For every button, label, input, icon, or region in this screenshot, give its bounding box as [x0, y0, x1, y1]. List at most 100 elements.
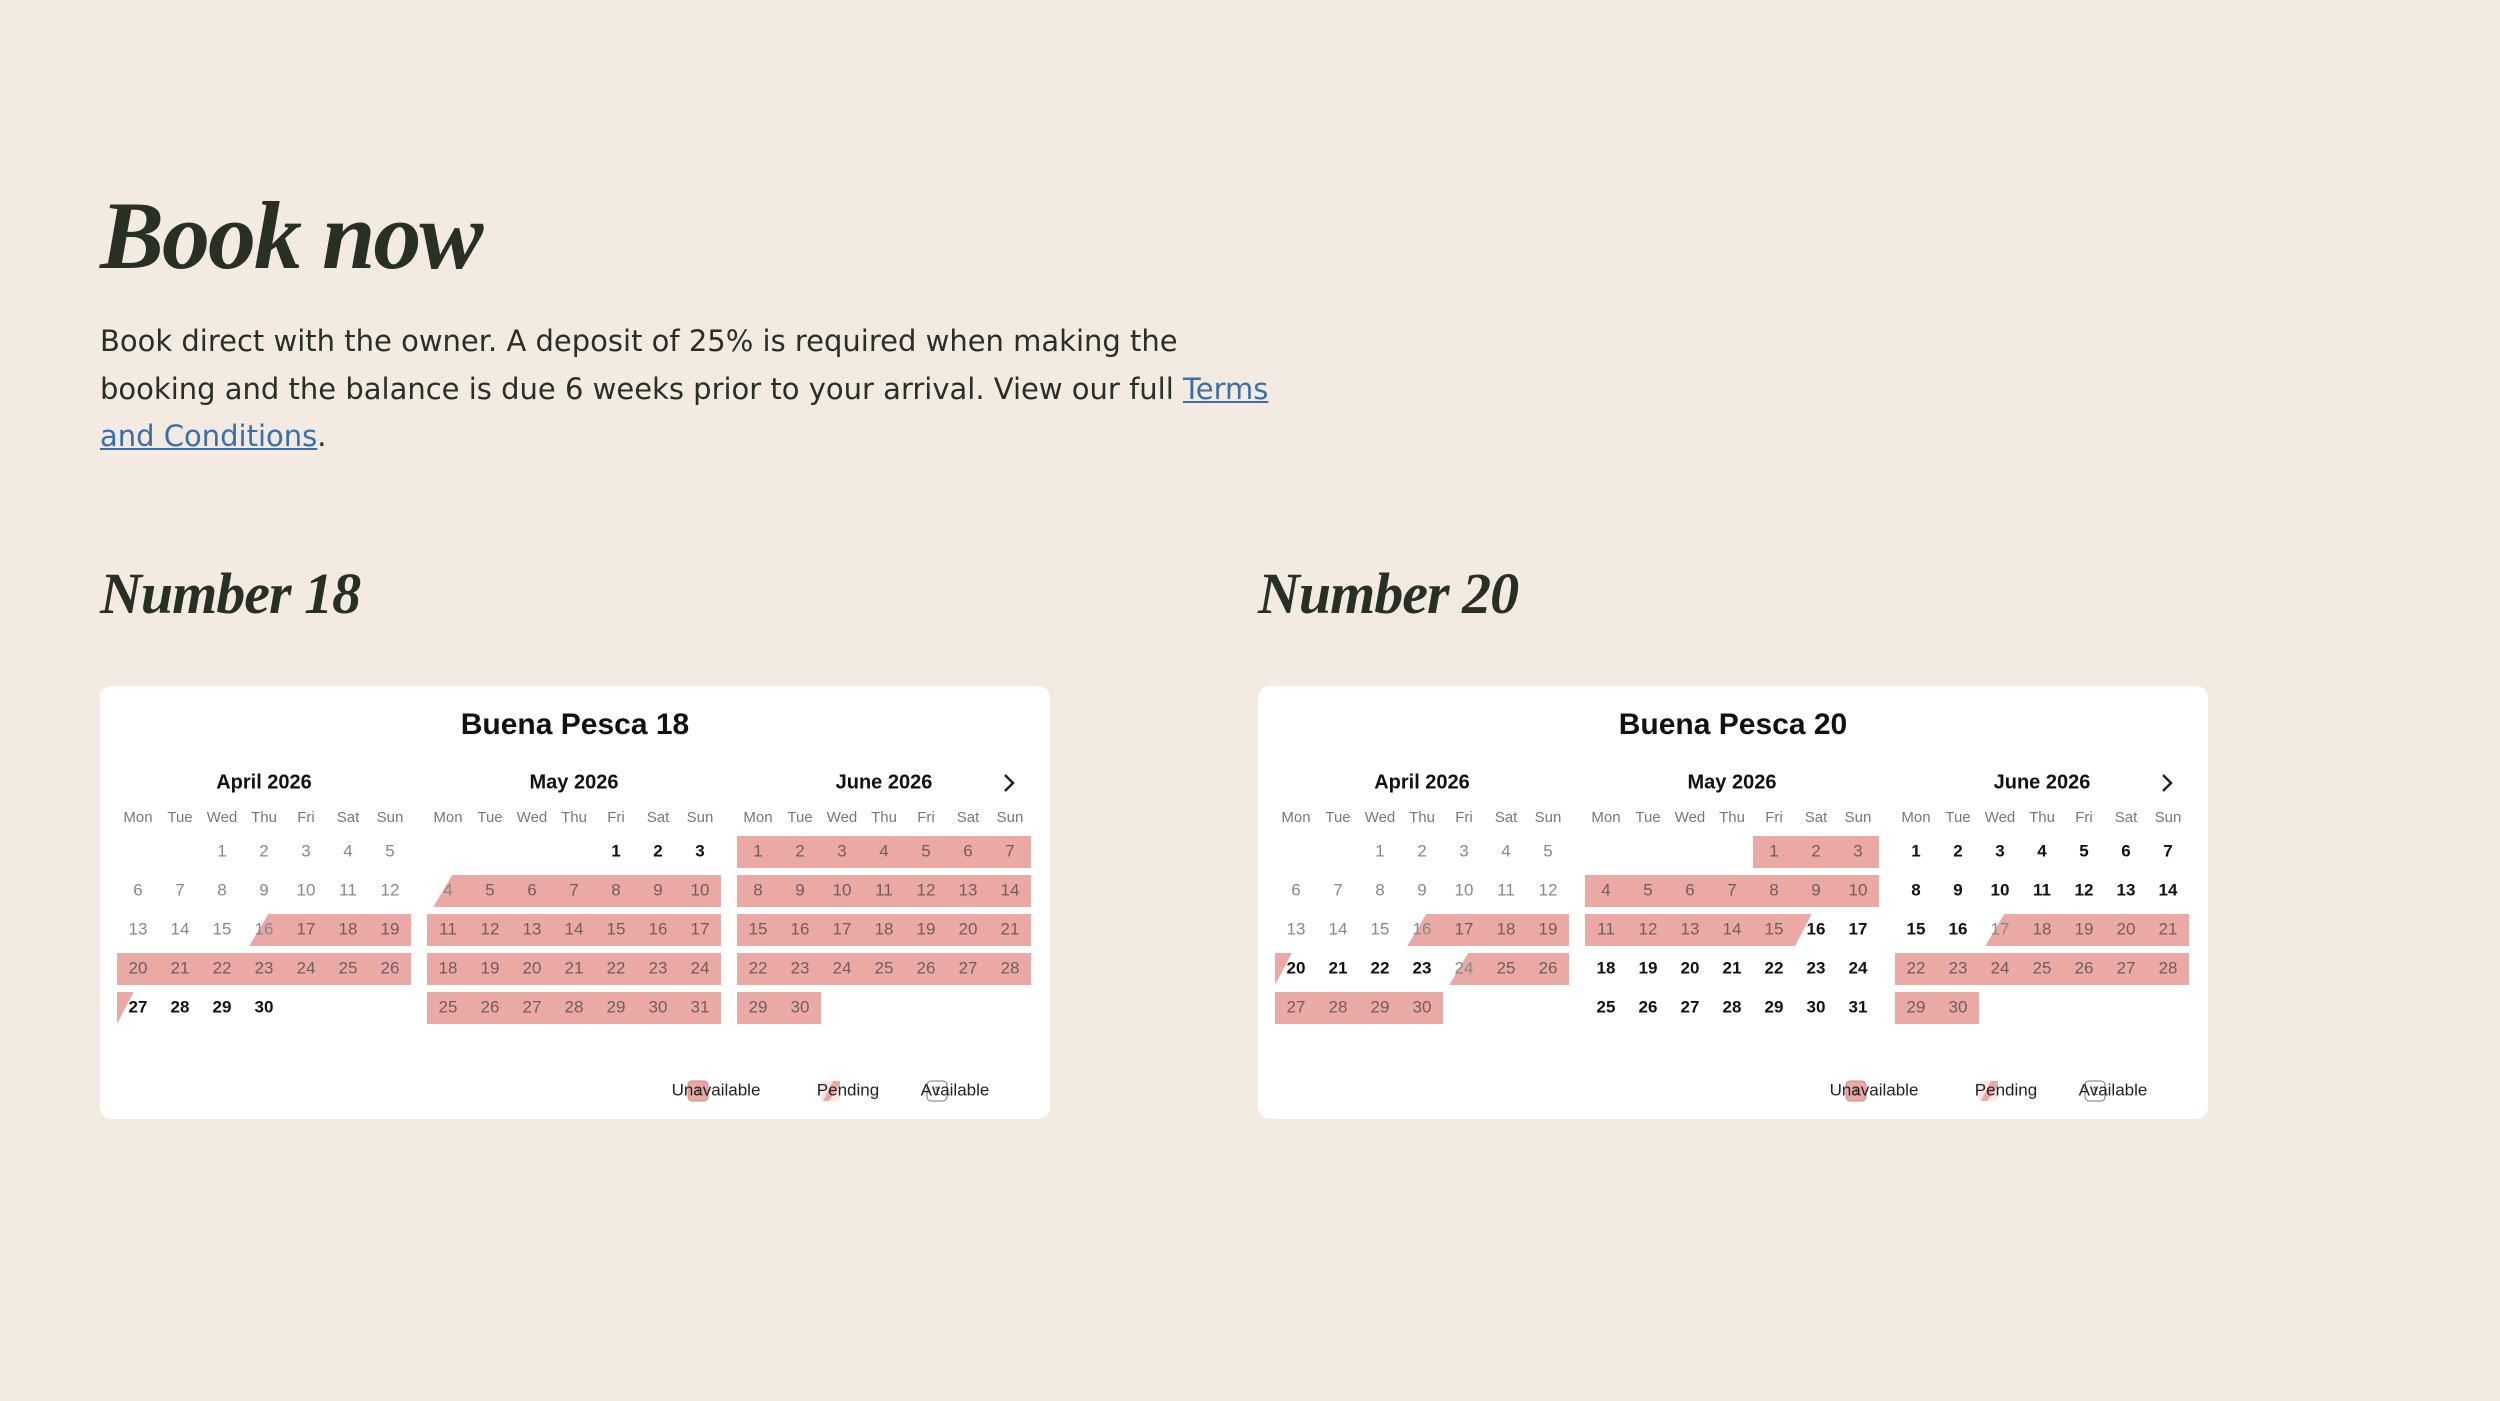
- day-number[interactable]: 14: [2159, 880, 2178, 899]
- day-number[interactable]: 3: [695, 841, 704, 860]
- day-number[interactable]: 5: [2079, 841, 2088, 860]
- day-highlight: [427, 992, 469, 1024]
- day-highlight: [947, 836, 989, 868]
- day-number[interactable]: 28: [171, 997, 190, 1016]
- day-highlight: [243, 953, 285, 985]
- day-number: 15: [607, 919, 626, 938]
- day-number: 9: [795, 880, 804, 899]
- legend-icon-stripe: [823, 1081, 840, 1101]
- day-highlight: [2063, 914, 2105, 946]
- day-number: 11: [439, 919, 457, 938]
- day-number[interactable]: 23: [1413, 958, 1432, 977]
- legend-sample: 1: [695, 1084, 702, 1098]
- day-number[interactable]: 22: [1371, 958, 1390, 977]
- day-number[interactable]: 18: [1597, 958, 1616, 977]
- day-number[interactable]: 9: [1953, 880, 1962, 899]
- day-number: 26: [2075, 958, 2094, 977]
- day-number[interactable]: 21: [1723, 958, 1742, 977]
- day-highlight: [905, 914, 947, 946]
- weekday-label: Wed: [1365, 809, 1396, 826]
- day-number[interactable]: 29: [1765, 997, 1784, 1016]
- day-number: 18: [2033, 919, 2052, 938]
- weekday-label: Tue: [167, 809, 192, 826]
- day-number: 25: [875, 958, 894, 977]
- day-number[interactable]: 2: [653, 841, 662, 860]
- day-number[interactable]: 12: [2075, 880, 2094, 899]
- day-number[interactable]: 19: [1639, 958, 1658, 977]
- day-number[interactable]: 23: [1807, 958, 1826, 977]
- weekday-label: Thu: [871, 809, 897, 826]
- day-number: 6: [527, 880, 536, 899]
- day-number[interactable]: 1: [611, 841, 620, 860]
- day-number: 28: [2159, 958, 2178, 977]
- day-number: 30: [1949, 997, 1968, 1016]
- day-number[interactable]: 28: [1723, 997, 1742, 1016]
- day-number[interactable]: 8: [1911, 880, 1920, 899]
- day-number: 21: [2159, 919, 2178, 938]
- day-highlight: [469, 953, 511, 985]
- day-number: 19: [2075, 919, 2094, 938]
- day-number: 17: [833, 919, 852, 938]
- day-number[interactable]: 31: [1849, 997, 1868, 1016]
- calendar-card: Buena Pesca 18 April 2026 Mon Tue Wed Thu Fri S…: [100, 686, 1050, 1119]
- day-number: 6: [1685, 880, 1694, 899]
- weekday-label: Fri: [917, 809, 935, 826]
- day-number: 28: [1329, 997, 1348, 1016]
- day-highlight: [201, 953, 243, 985]
- day-number: 7: [569, 880, 578, 899]
- day-highlight: [1527, 914, 1569, 946]
- day-number[interactable]: 1: [1911, 841, 1920, 860]
- day-number: 3: [837, 841, 846, 860]
- day-number[interactable]: 15: [1907, 919, 1926, 938]
- day-number: 7: [1333, 880, 1342, 899]
- day-number[interactable]: 30: [255, 997, 274, 1016]
- day-number[interactable]: 21: [1329, 958, 1348, 977]
- day-number: 22: [749, 958, 768, 977]
- day-number: 8: [611, 880, 620, 899]
- day-number[interactable]: 17: [1849, 919, 1868, 938]
- weekday-label: Wed: [1985, 809, 2016, 826]
- legend-icon: [926, 1080, 948, 1102]
- day-number[interactable]: 29: [213, 997, 232, 1016]
- day-highlight: [637, 875, 679, 907]
- day-highlight: [1443, 914, 1485, 946]
- day-number[interactable]: 3: [1995, 841, 2004, 860]
- day-number[interactable]: 27: [129, 997, 148, 1016]
- next-month-arrow[interactable]: [2162, 774, 2173, 792]
- day-number: 17: [297, 919, 316, 938]
- day-number: 8: [1375, 880, 1384, 899]
- day-number: 25: [1497, 958, 1516, 977]
- day-number[interactable]: 13: [2117, 880, 2136, 899]
- next-month-arrow[interactable]: [1004, 774, 1015, 792]
- day-number[interactable]: 20: [1287, 958, 1306, 977]
- day-number[interactable]: 25: [1597, 997, 1616, 1016]
- day-highlight: [905, 875, 947, 907]
- day-highlight: [989, 875, 1031, 907]
- intro-text-part: Book direct with the owner. A deposit of…: [100, 324, 1183, 406]
- day-number[interactable]: 22: [1765, 958, 1784, 977]
- day-highlight: [637, 953, 679, 985]
- day-number: 14: [1329, 919, 1348, 938]
- day-number: 21: [1001, 919, 1020, 938]
- day-number[interactable]: 2: [1953, 841, 1962, 860]
- month-name: June 2026: [836, 771, 933, 793]
- property-heading: Number 18: [100, 561, 361, 626]
- day-number: 17: [691, 919, 710, 938]
- day-number[interactable]: 11: [2033, 880, 2051, 899]
- day-number: 24: [1455, 958, 1474, 977]
- day-number: 2: [1417, 841, 1426, 860]
- day-number[interactable]: 27: [1681, 997, 1700, 1016]
- day-number[interactable]: 16: [1807, 919, 1826, 938]
- day-number[interactable]: 6: [2121, 841, 2130, 860]
- day-number[interactable]: 20: [1681, 958, 1700, 977]
- day-number[interactable]: 30: [1807, 997, 1826, 1016]
- day-number[interactable]: 24: [1849, 958, 1868, 977]
- terms-link[interactable]: Terms and Conditions: [100, 371, 1269, 454]
- day-number[interactable]: 4: [2037, 841, 2047, 860]
- day-number[interactable]: 26: [1639, 997, 1658, 1016]
- day-number[interactable]: 7: [2163, 841, 2172, 860]
- day-number[interactable]: 10: [1991, 880, 2010, 899]
- day-number: 20: [2117, 919, 2136, 938]
- day-number[interactable]: 16: [1949, 919, 1968, 938]
- weekday-label: Wed: [827, 809, 858, 826]
